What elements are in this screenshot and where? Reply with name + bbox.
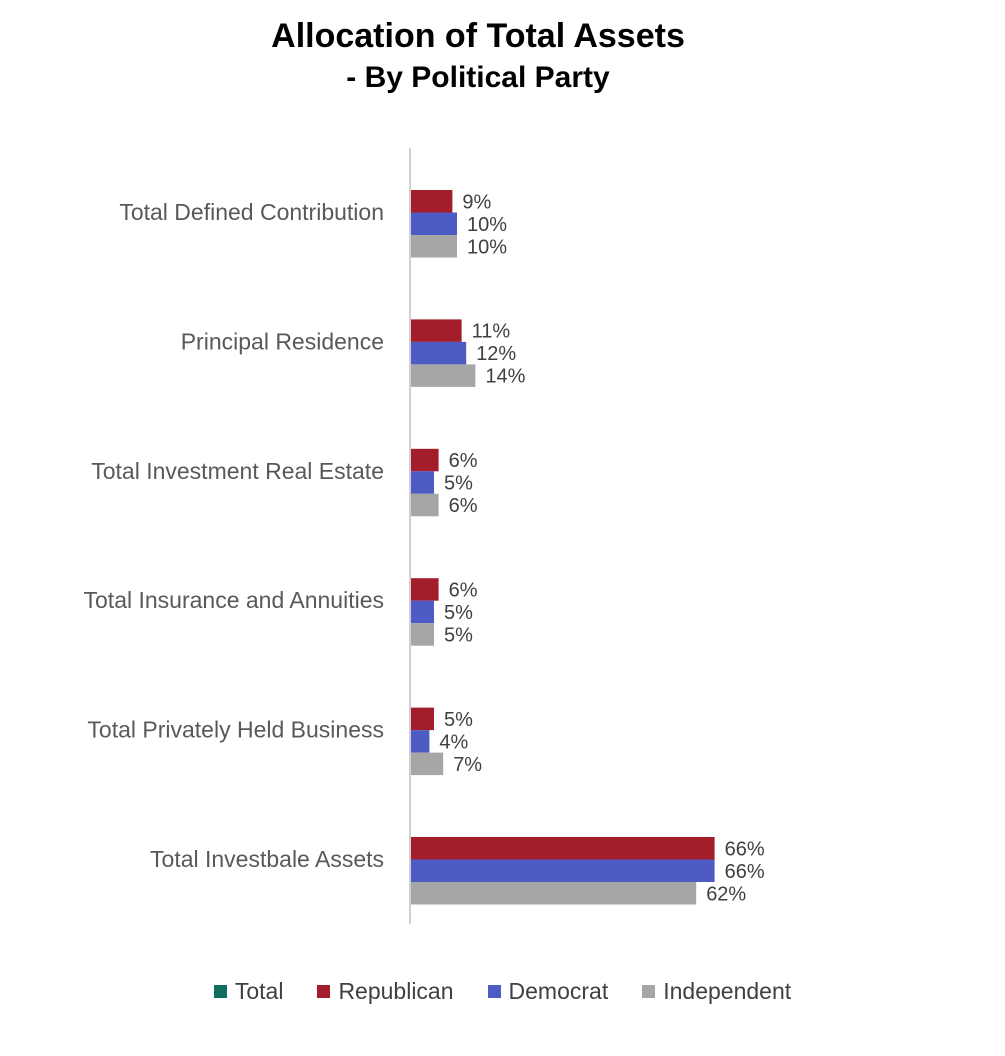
data-label: 5% xyxy=(444,624,473,646)
legend-item-total: Total xyxy=(213,978,284,1005)
bar-republican xyxy=(411,319,462,342)
bar-democrat xyxy=(411,471,434,494)
legend-swatch-total xyxy=(213,985,227,998)
bar-republican xyxy=(411,837,715,860)
data-label: 6% xyxy=(449,450,478,472)
data-label: 62% xyxy=(706,883,746,905)
legend-swatch-independent xyxy=(642,985,656,998)
bar-chart: Total Defined Contribution 9%10%10%Princi… xyxy=(84,148,765,924)
category-label: Total Defined Contribution xyxy=(119,199,384,225)
data-label: 66% xyxy=(725,861,765,883)
data-label: 66% xyxy=(725,838,765,860)
bar-independent xyxy=(411,493,439,517)
category-label: Total Investment Real Estate xyxy=(91,458,384,484)
legend-swatch-democrat xyxy=(487,985,501,998)
chart-title-block: Allocation of Total Assets - By Politica… xyxy=(0,14,956,98)
bar-republican xyxy=(411,448,439,472)
bar-republican xyxy=(411,707,434,731)
chart-subtitle: - By Political Party xyxy=(346,61,610,94)
category-label: Total Investbale Assets xyxy=(150,846,384,872)
data-label: 5% xyxy=(444,473,473,495)
bar-democrat xyxy=(411,859,715,882)
legend-label-independent: Independent xyxy=(663,978,792,1004)
data-label: 4% xyxy=(439,731,468,753)
bar-independent xyxy=(411,235,457,258)
bar-democrat xyxy=(411,730,430,753)
category-label: Total Privately Held Business xyxy=(87,717,384,743)
data-label: 11% xyxy=(472,321,511,343)
data-label: 12% xyxy=(476,343,516,365)
legend-item-democrat: Democrat xyxy=(487,978,609,1005)
bar-independent xyxy=(411,623,434,646)
legend-label-total: Total xyxy=(234,978,284,1004)
data-label: 14% xyxy=(485,366,525,388)
data-label: 10% xyxy=(467,214,507,236)
chart-legend: Total Republican Democrat Independent xyxy=(0,978,1005,1005)
data-label: 7% xyxy=(453,754,482,776)
data-label: 9% xyxy=(462,191,491,213)
data-label: 5% xyxy=(444,709,473,731)
category-label: Principal Residence xyxy=(181,328,384,354)
legend-item-independent: Independent xyxy=(642,978,791,1005)
bar-democrat xyxy=(411,212,457,235)
chart-title: Allocation of Total Assets xyxy=(271,17,685,55)
bar-independent xyxy=(411,752,444,776)
legend-label-democrat: Democrat xyxy=(508,978,609,1004)
bar-independent xyxy=(411,364,476,387)
bar-republican xyxy=(411,578,439,601)
data-label: 6% xyxy=(449,579,478,601)
bar-democrat xyxy=(411,600,434,624)
legend-item-republican: Republican xyxy=(317,978,454,1005)
data-label: 5% xyxy=(444,602,473,624)
bar-democrat xyxy=(411,341,467,365)
legend-swatch-republican xyxy=(317,985,331,998)
legend-label-republican: Republican xyxy=(338,978,454,1004)
bar-independent xyxy=(411,882,697,905)
category-label: Total Insurance and Annuities xyxy=(84,587,384,613)
bar-republican xyxy=(411,190,453,213)
data-label: 6% xyxy=(449,495,478,517)
data-label: 10% xyxy=(467,236,507,258)
